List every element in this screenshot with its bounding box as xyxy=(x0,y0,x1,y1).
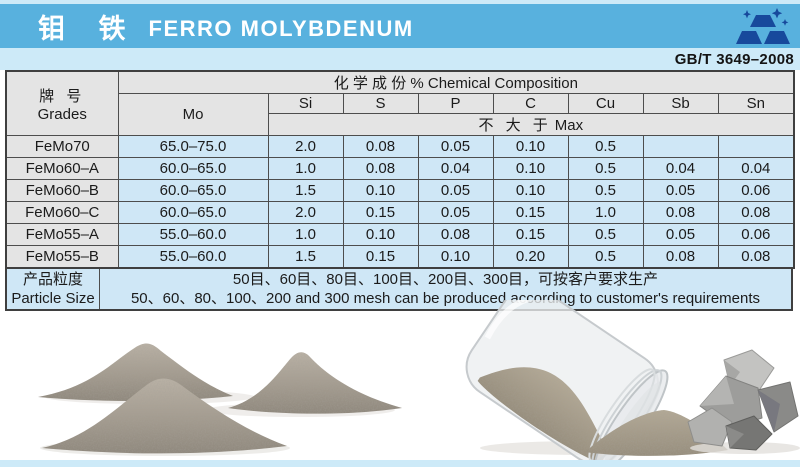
element-header-cu: Cu xyxy=(567,93,644,114)
grade-cell: FeMo55–A xyxy=(5,223,119,246)
value-cell: 0.15 xyxy=(342,201,419,224)
value-cell: 1.5 xyxy=(267,179,344,202)
value-cell: 0.20 xyxy=(492,245,569,268)
value-cell: 0.15 xyxy=(492,201,569,224)
value-cell: 0.5 xyxy=(567,157,644,180)
value-cell: 1.0 xyxy=(267,223,344,246)
mo-cell: 55.0–60.0 xyxy=(117,245,269,268)
table-row: FeMo55–A 55.0–60.0 1.0 0.10 0.08 0.15 0.… xyxy=(5,223,795,246)
table-row: FeMo60–A 60.0–65.0 1.0 0.08 0.04 0.10 0.… xyxy=(5,157,795,180)
grade-cell: FeMo60–C xyxy=(5,201,119,224)
title-bar: 钼 铁 FERRO MOLYBDENUM xyxy=(0,4,800,48)
value-cell: 0.05 xyxy=(417,135,494,158)
value-cell: 0.5 xyxy=(567,179,644,202)
particle-label-en: Particle Size xyxy=(11,289,95,307)
value-cell: 0.08 xyxy=(717,245,795,268)
grade-cell: FeMo60–B xyxy=(5,179,119,202)
value-cell: 0.04 xyxy=(417,157,494,180)
value-cell: 0.10 xyxy=(492,179,569,202)
product-photos xyxy=(38,300,800,460)
value-cell: 0.04 xyxy=(642,157,719,180)
element-header-c: C xyxy=(492,93,569,114)
grades-label-zh: 牌 号 xyxy=(39,87,86,105)
ingots-icon xyxy=(736,8,790,44)
grades-label-en: Grades xyxy=(37,105,87,123)
grades-column-header: 牌 号 Grades xyxy=(5,70,119,136)
chemical-composition-table: 牌 号 Grades 化 学 成 份 % Chemical Compositio… xyxy=(5,70,796,311)
mo-cell: 65.0–75.0 xyxy=(117,135,269,158)
value-cell: 0.06 xyxy=(717,223,795,246)
page-title-english: FERRO MOLYBDENUM xyxy=(148,15,414,41)
value-cell: 0.10 xyxy=(417,245,494,268)
grade-cell: FeMo60–A xyxy=(5,157,119,180)
element-header-s: S xyxy=(342,93,419,114)
top-accent-strip xyxy=(0,0,800,4)
value-cell: 0.5 xyxy=(567,245,644,268)
value-cell: 0.10 xyxy=(342,179,419,202)
particle-text-zh: 50目、60目、80目、100目、200目、300目，可按客户要求生产 xyxy=(232,270,659,288)
value-cell xyxy=(717,135,795,158)
value-cell: 1.0 xyxy=(267,157,344,180)
value-cell: 0.5 xyxy=(567,223,644,246)
table-row: FeMo60–C 60.0–65.0 2.0 0.15 0.05 0.15 1.… xyxy=(5,201,795,224)
max-header: 不 大 于 Max xyxy=(267,113,795,136)
particle-label-zh: 产品粒度 xyxy=(22,270,83,288)
metal-lumps-photo xyxy=(687,349,800,454)
mo-cell: 60.0–65.0 xyxy=(117,157,269,180)
value-cell: 0.10 xyxy=(492,157,569,180)
value-cell: 0.08 xyxy=(642,201,719,224)
value-cell: 0.06 xyxy=(717,179,795,202)
value-cell: 0.5 xyxy=(567,135,644,158)
table-row: FeMo55–B 55.0–60.0 1.5 0.15 0.10 0.20 0.… xyxy=(5,245,795,268)
particle-size-row: 产品粒度 Particle Size 50目、60目、80目、100目、200目… xyxy=(5,266,793,311)
value-cell: 0.08 xyxy=(642,245,719,268)
value-cell: 2.0 xyxy=(267,201,344,224)
standard-number: GB/T 3649–2008 xyxy=(674,50,794,68)
particle-text-en: 50、60、80、100、200 and 300 mesh can be pro… xyxy=(130,289,761,307)
value-cell: 0.05 xyxy=(642,223,719,246)
value-cell: 0.10 xyxy=(492,135,569,158)
standard-strip: GB/T 3649–2008 xyxy=(0,48,800,70)
grade-cell: FeMo55–B xyxy=(5,245,119,268)
value-cell: 0.08 xyxy=(342,135,419,158)
value-cell: 0.08 xyxy=(417,223,494,246)
page-title-chinese: 钼 铁 xyxy=(38,13,139,44)
value-cell: 0.10 xyxy=(342,223,419,246)
mo-cell: 55.0–60.0 xyxy=(117,223,269,246)
value-cell: 0.05 xyxy=(417,201,494,224)
value-cell: 1.0 xyxy=(567,201,644,224)
particle-size-label: 产品粒度 Particle Size xyxy=(7,268,100,309)
spilled-jar-photo xyxy=(465,300,728,460)
table-row: FeMo70 65.0–75.0 2.0 0.08 0.05 0.10 0.5 xyxy=(5,135,795,158)
value-cell: 0.05 xyxy=(417,179,494,202)
value-cell: 0.04 xyxy=(717,157,795,180)
element-header-si: Si xyxy=(267,93,344,114)
max-label-en: Max xyxy=(554,117,584,134)
bottom-accent-strip xyxy=(0,460,800,467)
value-cell: 2.0 xyxy=(267,135,344,158)
grade-cell: FeMo70 xyxy=(5,135,119,158)
mo-column-header: Mo xyxy=(117,93,269,136)
value-cell xyxy=(642,135,719,158)
value-cell: 0.08 xyxy=(717,201,795,224)
value-cell: 1.5 xyxy=(267,245,344,268)
mo-cell: 60.0–65.0 xyxy=(117,179,269,202)
value-cell: 0.08 xyxy=(342,157,419,180)
value-cell: 0.15 xyxy=(342,245,419,268)
element-header-sn: Sn xyxy=(717,93,795,114)
particle-size-content: 50目、60目、80目、100目、200目、300目，可按客户要求生产 50、6… xyxy=(100,269,791,309)
max-label-zh: 不 大 于 xyxy=(478,117,552,134)
mo-cell: 60.0–65.0 xyxy=(117,201,269,224)
value-cell: 0.15 xyxy=(492,223,569,246)
value-cell: 0.05 xyxy=(642,179,719,202)
powder-piles-photo xyxy=(38,343,402,456)
element-header-sb: Sb xyxy=(642,93,719,114)
element-header-p: P xyxy=(417,93,494,114)
table-row: FeMo60–B 60.0–65.0 1.5 0.10 0.05 0.10 0.… xyxy=(5,179,795,202)
composition-header: 化 学 成 份 % Chemical Composition xyxy=(117,70,795,94)
